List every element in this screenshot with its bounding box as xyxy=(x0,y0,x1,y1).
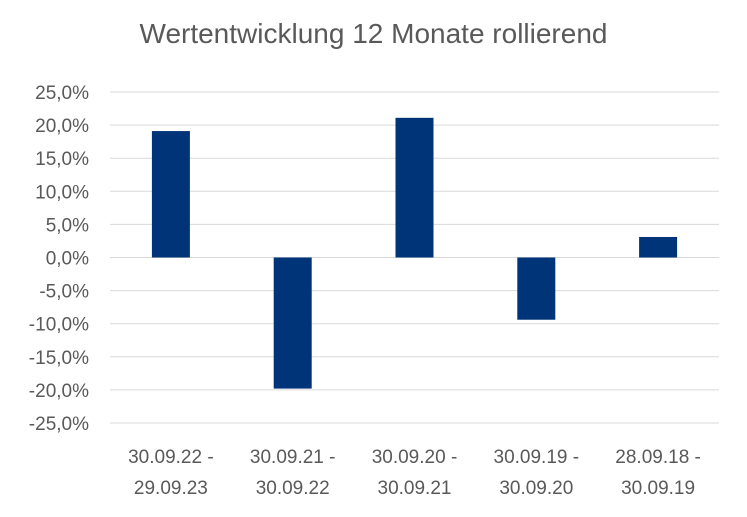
y-tick-label: -25,0% xyxy=(29,414,89,435)
y-tick-label: -10,0% xyxy=(29,315,89,336)
bars xyxy=(151,117,678,389)
y-tick-label: -20,0% xyxy=(29,381,89,402)
bar xyxy=(273,257,312,389)
chart-title: Wertentwicklung 12 Monate rollierend xyxy=(139,18,608,49)
y-axis-ticks: 25,0% 20,0% 15,0% 10,0% 5,0% 0,0% -5,0% -10,0% -… xyxy=(29,83,89,435)
x-category-label: 29.09.23 xyxy=(134,478,208,499)
x-category-label: 30.09.21 - xyxy=(250,447,336,468)
y-tick-label: 10,0% xyxy=(35,182,89,203)
y-tick-label: -5,0% xyxy=(39,282,89,303)
y-tick-label: 5,0% xyxy=(46,215,89,236)
x-axis-categories: 30.09.22 - 29.09.23 30.09.21 - 30.09.22 30.0… xyxy=(128,447,701,499)
bar xyxy=(639,236,678,258)
y-tick-label: 25,0% xyxy=(35,83,89,104)
bar xyxy=(517,257,556,320)
x-category-label: 30.09.21 xyxy=(378,478,452,499)
bar xyxy=(151,131,190,258)
x-category-label: 30.09.19 xyxy=(621,478,695,499)
bar xyxy=(395,117,434,258)
x-category-label: 30.09.22 - xyxy=(128,447,214,468)
x-category-label: 30.09.19 - xyxy=(494,447,580,468)
x-category-label: 30.09.20 xyxy=(499,478,573,499)
y-tick-label: 20,0% xyxy=(35,116,89,137)
x-category-label: 28.09.18 - xyxy=(615,447,701,468)
y-tick-label: 15,0% xyxy=(35,149,89,170)
x-category-label: 30.09.22 xyxy=(256,478,330,499)
y-tick-label: 0,0% xyxy=(46,249,89,270)
y-tick-label: -15,0% xyxy=(29,348,89,369)
x-category-label: 30.09.20 - xyxy=(372,447,458,468)
